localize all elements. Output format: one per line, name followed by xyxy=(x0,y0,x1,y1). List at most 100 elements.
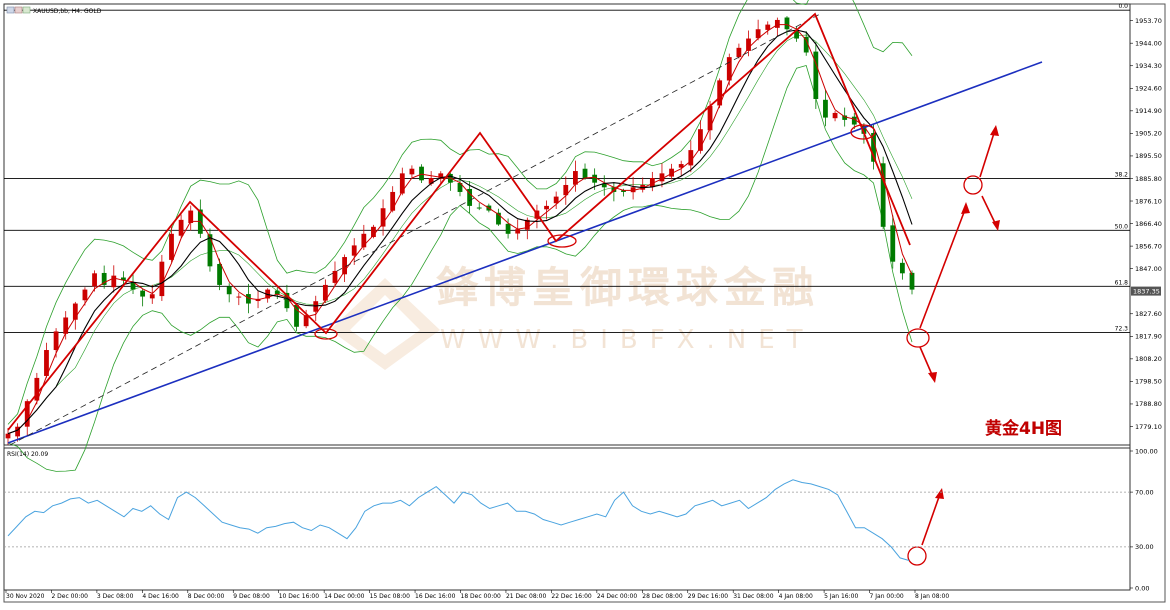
price-tick-label: 1953.70 xyxy=(1135,17,1162,25)
candle-bull xyxy=(746,38,751,51)
price-tick-label: 1788.80 xyxy=(1135,400,1162,408)
bollinger-upper xyxy=(7,0,913,425)
price-tick-label: 1895.50 xyxy=(1135,152,1162,160)
zigzag-wave-line xyxy=(7,12,911,431)
time-tick-label: 29 Dec 16:00 xyxy=(688,593,729,600)
window-title: XAUUSD,bb, H4: GOLD xyxy=(33,8,102,15)
symbol-icon xyxy=(6,6,15,14)
marker-ellipse-2 xyxy=(547,234,577,248)
candle-bull xyxy=(342,257,347,275)
candle-bull xyxy=(573,171,578,185)
candle-bull xyxy=(726,57,732,81)
candle-bull xyxy=(159,261,165,297)
rsi-tick-label: 0.00 xyxy=(1135,584,1149,592)
moving-averages xyxy=(7,24,913,435)
arrow-up-long xyxy=(919,206,967,329)
price-tick-label: 1827.60 xyxy=(1135,310,1162,318)
candle-bull xyxy=(149,294,155,299)
time-tick-label: 9 Dec 08:00 xyxy=(233,593,270,600)
candle-bull xyxy=(236,296,242,298)
time-axis: 30 Nov 2020 2 Dec 00:00 3 Dec 08:00 4 Dec 1… xyxy=(5,590,949,600)
candle-bull xyxy=(765,24,771,30)
candle-bear xyxy=(476,207,482,209)
candle-bull xyxy=(659,173,665,182)
marker-circle-high xyxy=(963,175,983,195)
time-tick-label: 24 Dec 00:00 xyxy=(597,593,638,600)
arrow-down xyxy=(919,346,934,378)
candle-bull xyxy=(24,401,30,427)
candle-bull xyxy=(438,173,444,179)
candle-bull xyxy=(390,191,396,211)
candle-bull xyxy=(669,168,674,177)
candle-bull xyxy=(322,284,328,301)
fibonacci-levels: 0.0 38.2 50.0 61.8 72.3 xyxy=(4,3,1130,334)
candle-bear xyxy=(601,183,607,188)
price-tick-label: 1934.30 xyxy=(1135,62,1162,70)
time-tick-label: 2 Dec 00:00 xyxy=(51,593,88,600)
rsi-line xyxy=(7,479,910,561)
time-tick-label: 3 Dec 08:00 xyxy=(97,593,134,600)
fib-level-label: 38.2 xyxy=(1115,171,1129,178)
price-tick-label: 1866.40 xyxy=(1135,220,1162,228)
fib-level-label: 0.0 xyxy=(1118,3,1128,10)
candle-bull xyxy=(34,377,40,401)
arrow-down-right xyxy=(981,195,997,226)
rsi-pane xyxy=(3,447,1131,591)
bollinger-lower xyxy=(7,65,913,472)
candle-bull xyxy=(563,184,569,196)
price-pane xyxy=(3,3,1131,446)
time-tick-label: 10 Dec 16:00 xyxy=(279,593,320,600)
candle-bull xyxy=(169,233,174,260)
candle-bear xyxy=(284,292,290,309)
candle-bear xyxy=(794,30,799,39)
price-tick-label: 1847.00 xyxy=(1135,265,1162,273)
analysis-drawings xyxy=(7,12,1043,566)
candle-bear xyxy=(467,188,473,206)
current-price-value: 1837.35 xyxy=(1133,287,1160,295)
rsi-tick-label: 100.00 xyxy=(1135,447,1158,455)
candle-bull xyxy=(44,350,49,376)
candle-bull xyxy=(428,178,434,184)
candle-bear xyxy=(909,272,915,290)
candle-bull xyxy=(678,164,684,168)
candle-bear xyxy=(880,163,886,227)
price-tick-label: 1876.10 xyxy=(1135,197,1162,205)
marker-ellipse-3 xyxy=(850,124,876,140)
candle-bull xyxy=(303,315,309,327)
candle-bear xyxy=(294,304,299,327)
current-price-box xyxy=(1131,286,1161,296)
time-tick-label: 8 Dec 00:00 xyxy=(188,593,225,600)
candle-bull xyxy=(92,273,97,287)
candle-bull xyxy=(178,219,184,236)
rsi-tick-label: 30.00 xyxy=(1135,543,1154,551)
marker-circle-low xyxy=(906,328,930,348)
price-axis: 1953.70 1944.00 1934.30 1924.60 1914.90 1905.… xyxy=(1130,17,1162,431)
candle-bear xyxy=(861,125,867,134)
candle-bear xyxy=(207,234,213,267)
price-tick-label: 1856.70 xyxy=(1135,242,1162,250)
candlesticks xyxy=(5,16,915,445)
candle-bull xyxy=(380,208,386,227)
time-tick-label: 7 Jan 00:00 xyxy=(870,593,904,600)
fib-level-label: 50.0 xyxy=(1115,223,1129,230)
price-tick-label: 1808.20 xyxy=(1135,355,1162,363)
time-tick-label: 5 Jan 16:00 xyxy=(824,593,858,600)
candle-bull xyxy=(774,19,780,28)
watermark: 鋒博皇御環球金融 WWW.BIBFX.NET xyxy=(330,263,815,370)
candle-bull xyxy=(53,331,59,351)
arrow-down-head xyxy=(928,372,937,383)
arrow-up-short xyxy=(979,129,996,178)
candle-bull xyxy=(649,178,655,188)
annotation-label: 黄金4H图 xyxy=(985,418,1062,439)
candle-bear xyxy=(784,17,790,30)
candle-bear xyxy=(621,190,626,192)
price-tick-label: 1944.00 xyxy=(1135,39,1162,47)
parallel-channel-line xyxy=(9,13,821,446)
candle-bull xyxy=(755,29,761,39)
arrow-up-short-head xyxy=(990,125,999,136)
candle-bear xyxy=(505,223,511,234)
watermark-english: WWW.BIBFX.NET xyxy=(440,325,815,355)
candle-bull xyxy=(15,426,21,437)
candle-bear xyxy=(899,262,905,274)
candle-bull xyxy=(832,112,838,119)
